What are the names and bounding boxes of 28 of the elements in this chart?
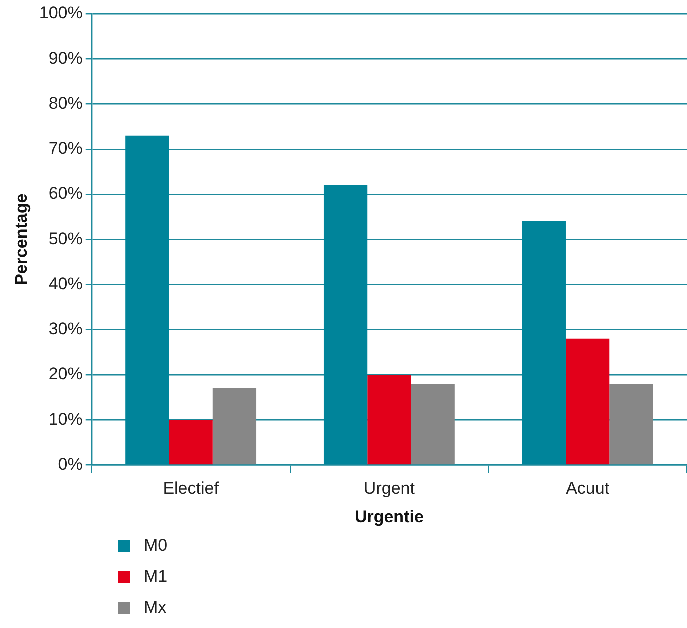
x-tick-label: Electief [163,479,220,498]
legend-label: Mx [144,598,167,618]
y-tick-label: 0% [58,454,83,474]
legend-label: M0 [144,536,168,556]
bar [411,384,455,465]
bar [169,420,213,465]
y-tick-label: 30% [48,320,83,339]
y-tick-label: 40% [48,274,83,294]
bar [610,384,654,465]
legend-label: M1 [144,566,168,586]
x-tick-label: Urgent [364,479,416,498]
y-tick-label: 50% [48,229,83,248]
bar [522,222,566,465]
x-tick-label: Acuut [566,479,610,498]
y-tick-label: 90% [48,48,83,68]
bar [368,374,412,465]
y-tick-label: 70% [48,139,83,158]
y-tick-label: 100% [39,4,83,23]
y-axis-title: Percentage [12,194,31,286]
y-tick-label: 60% [48,184,83,204]
bar [324,185,368,465]
bar [566,338,610,465]
x-axis-title: Urgentie [354,507,424,526]
bar [212,388,257,465]
bar [126,136,170,465]
y-tick-label: 80% [48,94,83,113]
y-tick-label: 20% [48,364,83,384]
y-tick-label: 10% [48,410,83,429]
